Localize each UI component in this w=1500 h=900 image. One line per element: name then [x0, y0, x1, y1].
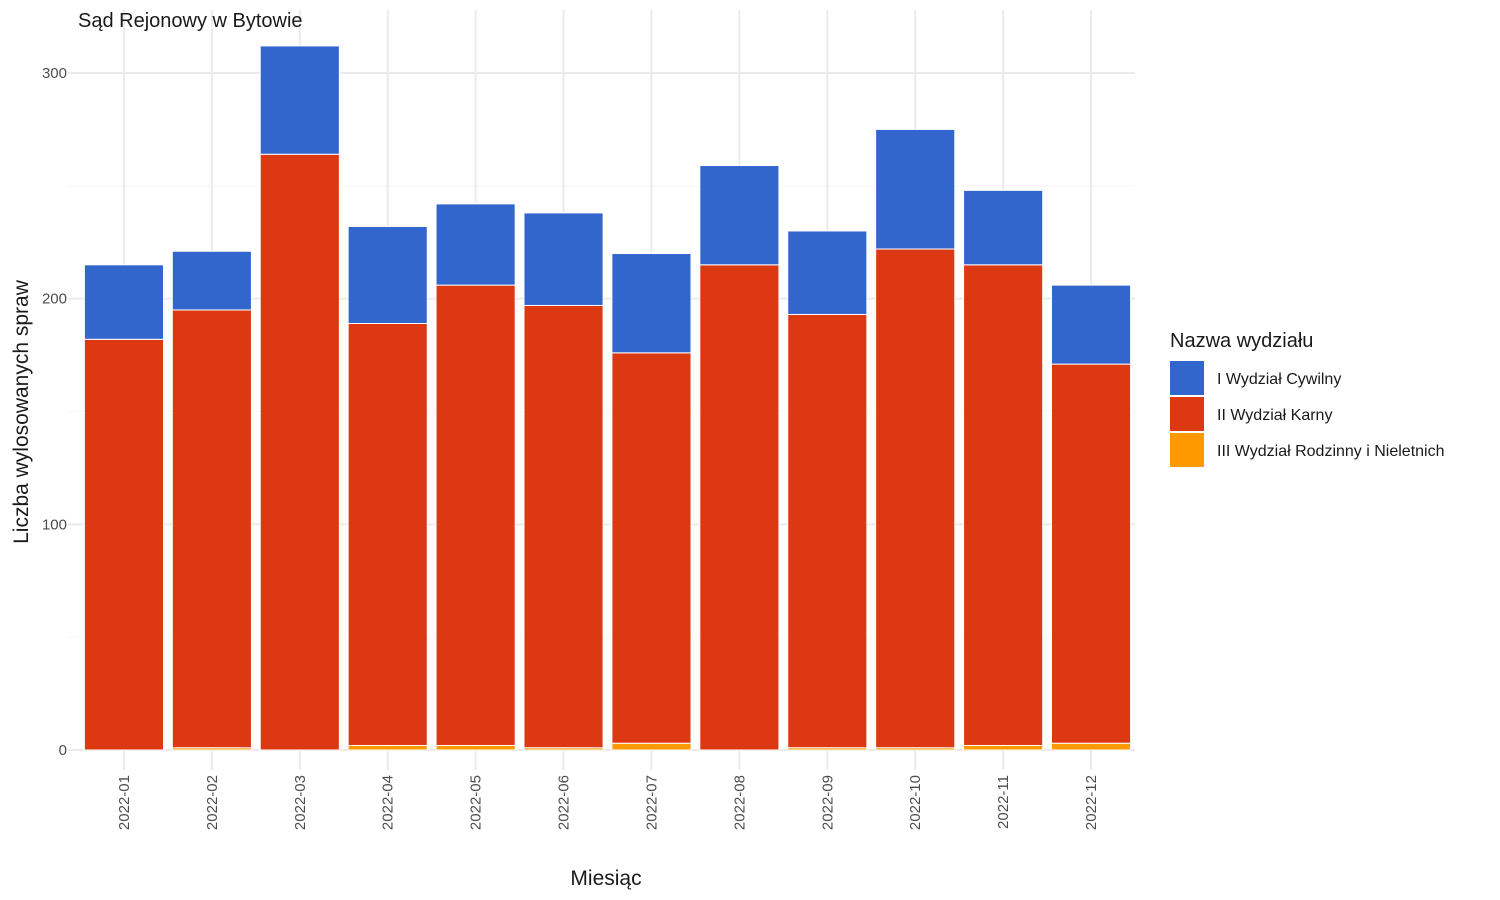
x-tick-label: 2022-05 [468, 775, 485, 830]
bar-segment [699, 264, 780, 751]
bar-segment [875, 128, 956, 250]
bar-segment [963, 744, 1044, 751]
bar-segment [435, 284, 516, 746]
y-tick-label: 200 [42, 291, 67, 308]
bar-segment [171, 250, 252, 311]
x-tick-label: 2022-06 [556, 775, 573, 830]
bar-segment [611, 352, 692, 744]
bar-segment [523, 212, 604, 306]
bar-segment [523, 304, 604, 749]
bar-segment [171, 309, 252, 749]
legend-swatch [1170, 361, 1204, 395]
bar-segment [963, 189, 1044, 266]
bar-segment [435, 203, 516, 286]
bar-segment [611, 253, 692, 354]
bar-segment [963, 264, 1044, 746]
bar-segment [787, 230, 868, 315]
bars [83, 45, 1132, 751]
x-tick-label: 2022-11 [995, 775, 1012, 829]
bar-segment [1050, 363, 1132, 744]
legend-swatch [1170, 433, 1204, 467]
bar-segment [259, 45, 340, 155]
legend-swatch [1170, 397, 1204, 431]
bar-segment [1050, 742, 1132, 751]
bar-segment [347, 744, 428, 751]
legend-label: II Wydział Karny [1217, 407, 1332, 424]
bar-segment [1050, 284, 1132, 365]
y-axis-ticks: 0 100 200 300 [42, 65, 67, 759]
bar-segment [435, 744, 516, 751]
y-axis-title: Liczba wylosowanych spraw [10, 279, 33, 544]
x-tick-label: 2022-09 [819, 775, 836, 830]
x-tick-label: 2022-03 [292, 775, 309, 830]
x-axis-ticks: 2022-01 2022-02 2022-03 2022-04 2022-05 2022-… [116, 775, 1100, 830]
bar-segment [83, 264, 165, 340]
x-tick-label: 2022-12 [1083, 775, 1100, 830]
legend-label: III Wydział Rodzinny i Nieletnich [1217, 443, 1445, 460]
y-tick-label: 300 [42, 65, 67, 82]
bar-segment [259, 153, 340, 751]
y-tick-label: 0 [59, 742, 67, 759]
bar-segment [699, 165, 780, 266]
x-tick-label: 2022-02 [204, 775, 221, 830]
x-tick-label: 2022-10 [907, 775, 924, 830]
legend-title: Nazwa wydziału [1170, 330, 1313, 352]
bar-segment [83, 338, 165, 751]
legend: Nazwa wydziału I Wydział Cywilny II Wydzi… [1170, 330, 1445, 467]
bar-segment [611, 742, 692, 751]
bar-segment [347, 322, 428, 746]
x-tick-label: 2022-04 [380, 775, 397, 830]
x-axis-title: Miesiąc [570, 867, 641, 890]
bar-segment [875, 248, 956, 749]
bar-segment [787, 313, 868, 749]
legend-label: I Wydział Cywilny [1217, 371, 1341, 388]
bar-segment [347, 225, 428, 324]
x-tick-label: 2022-01 [116, 775, 133, 830]
x-tick-label: 2022-07 [643, 775, 660, 830]
x-tick-label: 2022-08 [731, 775, 748, 830]
y-tick-label: 100 [42, 516, 67, 533]
chart-title: Sąd Rejonowy w Bytowie [78, 10, 303, 32]
